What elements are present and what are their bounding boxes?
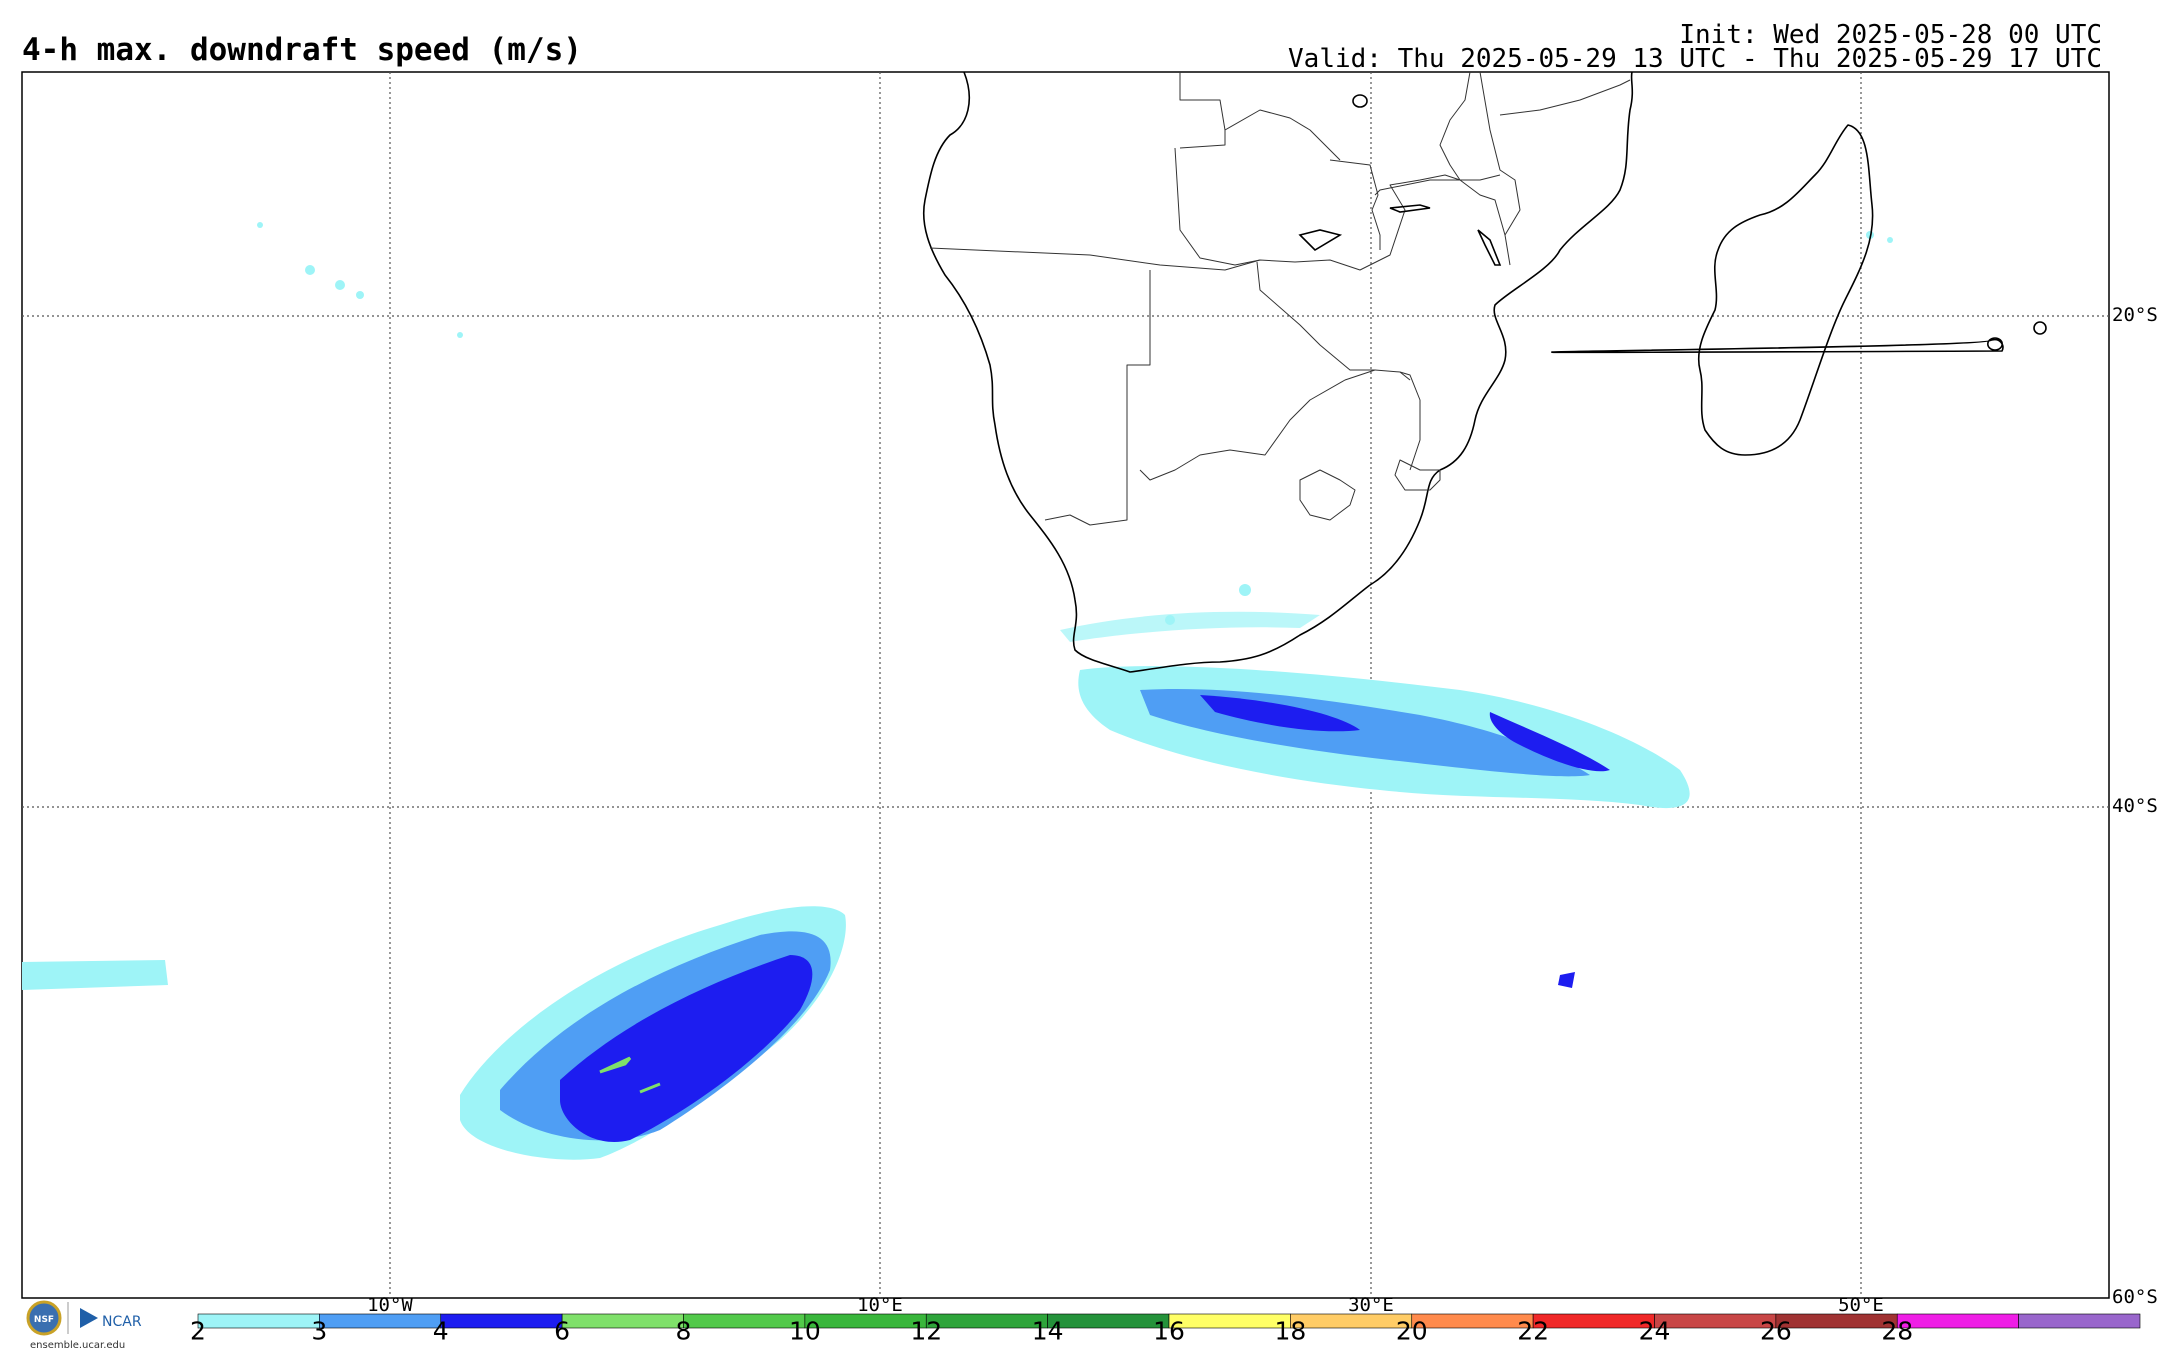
- colorbar-tick-label: 6: [554, 1316, 571, 1346]
- colorbar-tick-label: 4: [432, 1316, 449, 1346]
- coastlines: [922, 71, 2047, 673]
- lake-victoria: [1352, 94, 1368, 108]
- gridlines: [22, 72, 2109, 1298]
- colorbar-swatch: [2018, 1313, 2141, 1329]
- downdraft-field-agulhas: [1060, 611, 1690, 988]
- colorbar-tick-label: 24: [1638, 1316, 1671, 1346]
- lat-label-20s: 20°S: [2112, 304, 2158, 326]
- colorbar-swatch: [1654, 1313, 1777, 1329]
- colorbar-swatch: [1411, 1313, 1534, 1329]
- colorbar-swatch: [1532, 1313, 1655, 1329]
- valid-time: Valid: Thu 2025-05-29 13 UTC - Thu 2025-…: [1288, 44, 2102, 74]
- colorbar-swatch: [925, 1313, 1048, 1329]
- madagascar-coastline: [1697, 124, 1874, 456]
- lakes: [1298, 204, 1502, 266]
- africa-coastline: [922, 71, 1634, 673]
- lon-label-30e: 30°E: [1348, 1294, 1394, 1316]
- lat-label-40s: 40°S: [2112, 795, 2158, 817]
- map-title: 4-h max. downdraft speed (m/s): [22, 32, 582, 68]
- country-borders: [929, 71, 1631, 526]
- colorbar-swatch: [197, 1313, 320, 1329]
- colorbar-tick-label: 16: [1153, 1316, 1185, 1346]
- nsf-seal-icon: [26, 1300, 62, 1336]
- colorbar-tick-label: 18: [1274, 1316, 1307, 1346]
- colorbar: [197, 1313, 2141, 1329]
- lon-label-10w: 10°W: [367, 1294, 413, 1316]
- colorbar-swatch: [683, 1313, 806, 1329]
- colorbar-swatch: [804, 1313, 927, 1329]
- colorbar-swatch: [1168, 1313, 1291, 1329]
- colorbar-swatch: [440, 1313, 563, 1329]
- reunion-coastline: [2033, 321, 2047, 335]
- colorbar-tick-label: 2: [190, 1316, 206, 1346]
- colorbar-swatch: [319, 1313, 442, 1329]
- colorbar-tick-label: 8: [675, 1316, 692, 1346]
- ncar-mark-icon: [80, 1308, 98, 1328]
- mauritius-coastline: [1551, 337, 2004, 354]
- colorbar-swatch: [1775, 1313, 1898, 1329]
- colorbar-tick-label: 10: [788, 1316, 821, 1346]
- colorbar-tick-label: 14: [1031, 1316, 1064, 1346]
- colorbar-tick-label: 12: [910, 1316, 943, 1346]
- colorbar-tick-label: 3: [311, 1316, 328, 1346]
- colorbar-swatch: [1290, 1313, 1413, 1329]
- colorbar-swatch: [561, 1313, 684, 1329]
- colorbar-tick-label: 26: [1759, 1316, 1792, 1346]
- nsf-ncar-logo: NSF NCAR: [26, 1300, 142, 1336]
- ncar-text: NCAR: [102, 1314, 142, 1330]
- colorbar-swatch: [1896, 1313, 2019, 1329]
- lon-label-10e: 10°E: [857, 1294, 903, 1316]
- nsf-seal-text: NSF: [34, 1315, 54, 1325]
- colorbar-tick-label: 22: [1517, 1316, 1550, 1346]
- lon-label-50e: 50°E: [1838, 1294, 1884, 1316]
- lat-label-60s: 60°S: [2112, 1286, 2158, 1308]
- init-time: Init: Wed 2025-05-28 00 UTC: [1679, 20, 2102, 50]
- colorbar-tick-label: 28: [1881, 1316, 1914, 1346]
- logo-url: ensemble.ucar.edu: [30, 1340, 126, 1351]
- map-frame: [21, 71, 2110, 1299]
- colorbar-tick-label: 20: [1395, 1316, 1428, 1346]
- colorbar-swatch: [1047, 1313, 1170, 1329]
- downdraft-field-atlantic: [22, 906, 846, 1160]
